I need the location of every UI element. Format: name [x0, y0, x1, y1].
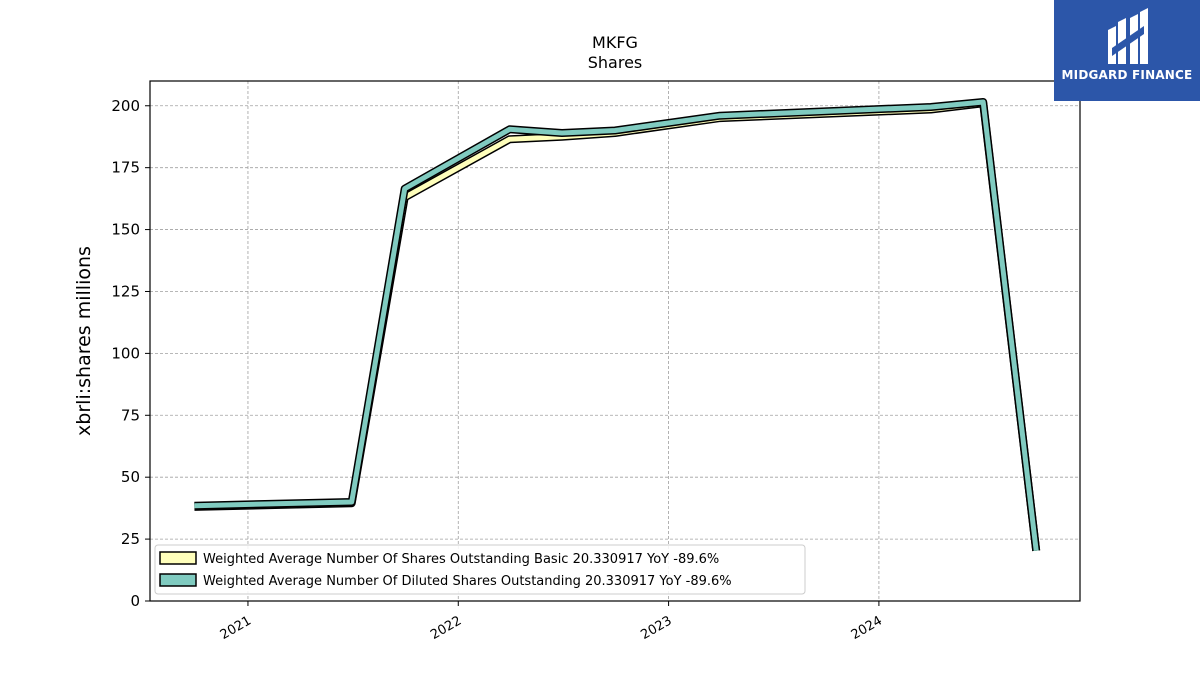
legend-box [154, 544, 806, 595]
y-tick-label: 100 [111, 344, 140, 362]
legend-swatch-basic [159, 551, 197, 565]
y-tick-label: 150 [111, 221, 140, 239]
legend-label-diluted: Weighted Average Number Of Diluted Share… [203, 574, 732, 589]
y-tick-label: 50 [121, 468, 140, 486]
y-axis-label: xbrli:shares millions [73, 246, 95, 436]
legend-swatch-diluted [159, 573, 197, 587]
chart-title: MKFG [592, 33, 638, 52]
y-tick-label: 0 [130, 592, 140, 610]
series-lines [194, 98, 1041, 552]
series-outline-1 [194, 98, 1041, 552]
x-tick-label: 2023 [638, 613, 674, 643]
x-tick-label: 2021 [218, 613, 254, 643]
y-tick-label: 200 [111, 97, 140, 115]
series-line-0 [194, 100, 1039, 551]
series-outline-0 [194, 99, 1041, 552]
x-tick-label: 2022 [428, 613, 464, 643]
grid [150, 81, 1080, 602]
series-line-1 [194, 99, 1039, 551]
logo-mark-icon [1108, 8, 1148, 64]
chart-subtitle: Shares [588, 53, 643, 72]
y-tick-label: 125 [111, 282, 140, 300]
legend: Weighted Average Number Of Shares Outsta… [154, 544, 806, 595]
y-tick-label: 75 [121, 406, 140, 424]
x-tick-label: 2024 [849, 613, 885, 643]
logo-text: MIDGARD FINANCE [1061, 68, 1193, 82]
y-tick-label: 25 [121, 530, 140, 548]
y-tick-label: 175 [111, 159, 140, 177]
legend-label-basic: Weighted Average Number Of Shares Outsta… [203, 552, 719, 567]
plot-frame [149, 80, 1081, 602]
midgard-finance-logo: MIDGARD FINANCE [1054, 0, 1200, 101]
